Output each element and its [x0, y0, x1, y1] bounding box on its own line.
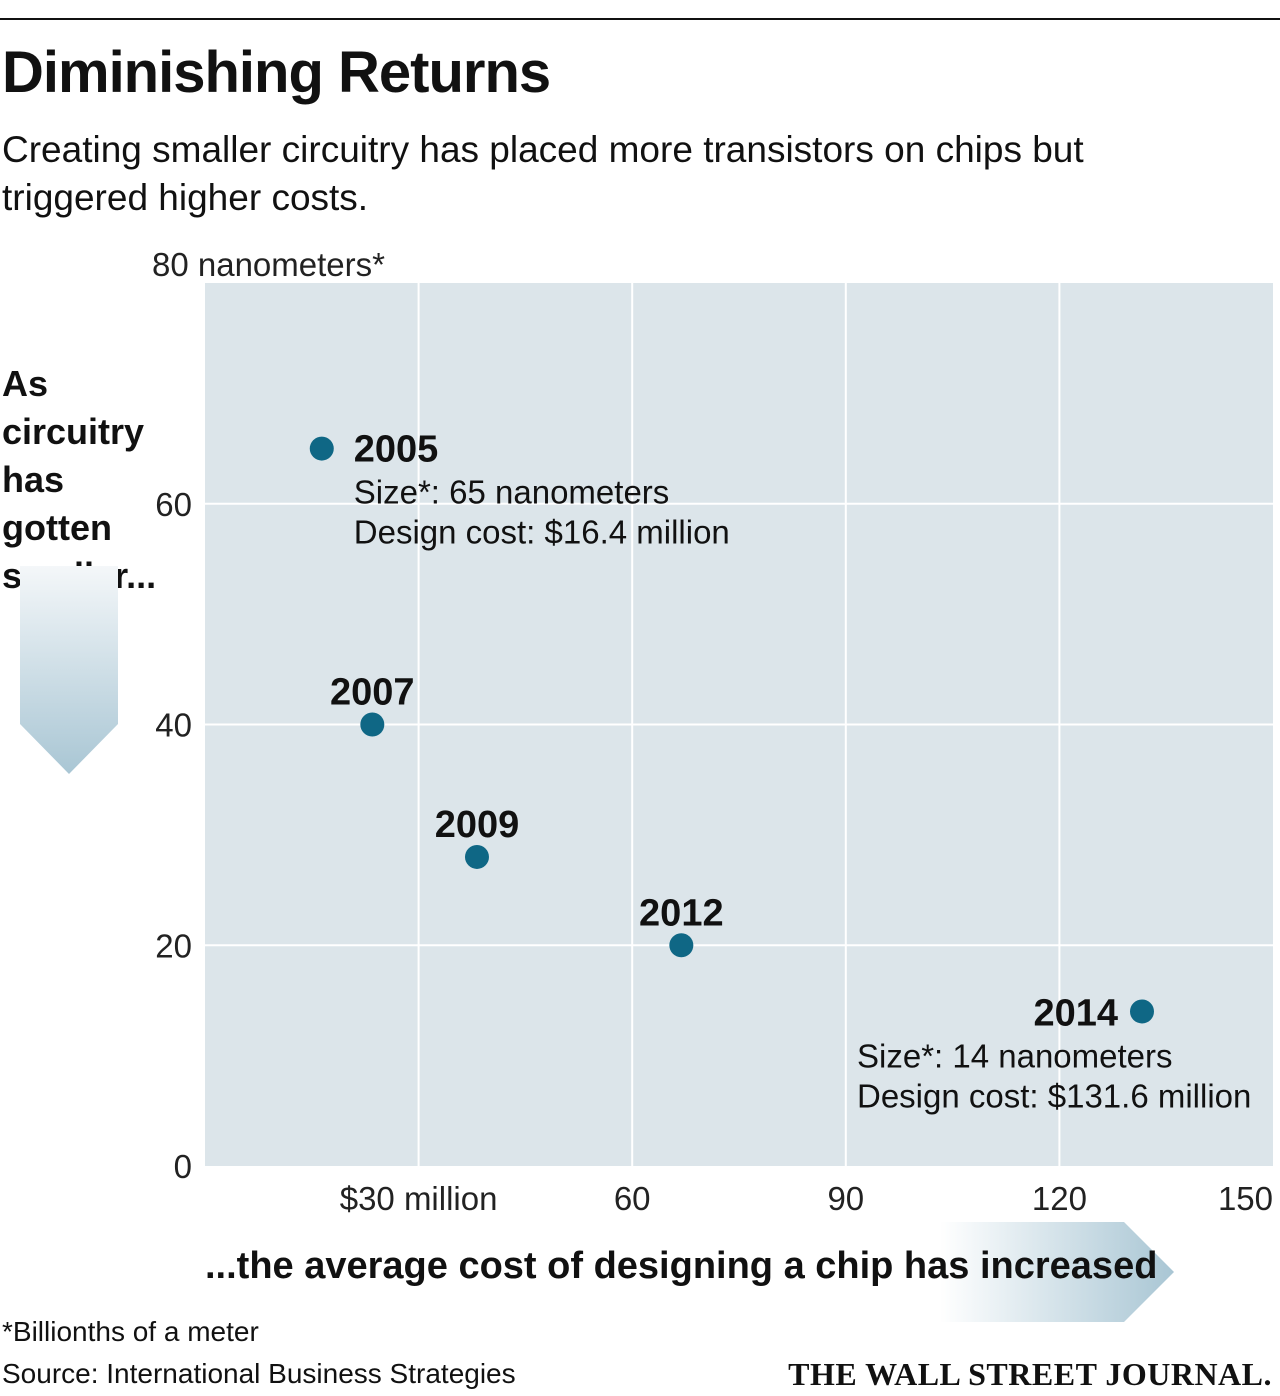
- subtitle-line-1: Creating smaller circuitry has placed mo…: [2, 129, 1084, 170]
- scatter-chart: 0 20 40 60 80 nanometers* $30 million 60 90 120 1…: [152, 246, 1273, 1217]
- publisher-logo: THE WALL STREET JOURNAL.: [788, 1356, 1272, 1392]
- y-tick-label: 60: [155, 486, 192, 523]
- point-year-label: 2014: [1033, 992, 1118, 1034]
- source-note: Source: International Business Strategie…: [2, 1358, 516, 1389]
- y-tick-label: 40: [155, 707, 192, 744]
- point-detail-label: Size*: 14 nanometers: [857, 1037, 1173, 1074]
- right-arrow-icon: [940, 1222, 1174, 1322]
- data-point: [309, 436, 334, 461]
- data-point: [669, 933, 694, 958]
- point-detail-label: Design cost: $16.4 million: [354, 514, 730, 551]
- data-point: [1129, 999, 1154, 1024]
- x-tick-label: 60: [614, 1180, 651, 1217]
- x-axis-caption: ...the average cost of designing a chip …: [205, 1245, 1158, 1287]
- y-caption-line: As: [2, 363, 49, 404]
- point-year-label: 2007: [330, 672, 415, 714]
- data-point: [360, 712, 385, 737]
- x-tick-label: 150: [1218, 1180, 1273, 1217]
- y-caption-line: gotten: [2, 507, 112, 548]
- point-year-label: 2009: [435, 804, 520, 846]
- y-tick-label: 20: [155, 927, 192, 964]
- x-tick-label: 90: [827, 1180, 864, 1217]
- point-detail-label: Design cost: $131.6 million: [857, 1077, 1251, 1114]
- point-detail-label: Size*: 65 nanometers: [354, 474, 670, 511]
- chart-subtitle: Creating smaller circuitry has placed mo…: [2, 126, 1202, 222]
- x-tick-label: 120: [1032, 1180, 1087, 1217]
- chart-title: Diminishing Returns: [2, 40, 551, 105]
- subtitle-line-2: triggered higher costs.: [2, 177, 369, 218]
- x-tick-label: $30 million: [340, 1180, 498, 1217]
- y-tick-label: 0: [174, 1148, 192, 1185]
- y-tick-label: 80 nanometers*: [152, 246, 385, 283]
- y-caption-line: has: [2, 459, 65, 500]
- data-point: [464, 844, 489, 869]
- y-caption-line: circuitry: [2, 411, 145, 452]
- down-arrow-icon: [20, 566, 118, 774]
- point-year-label: 2005: [354, 429, 439, 471]
- footnote: *Billionths of a meter: [2, 1316, 259, 1347]
- point-year-label: 2012: [639, 892, 724, 934]
- top-rule: [0, 18, 1280, 20]
